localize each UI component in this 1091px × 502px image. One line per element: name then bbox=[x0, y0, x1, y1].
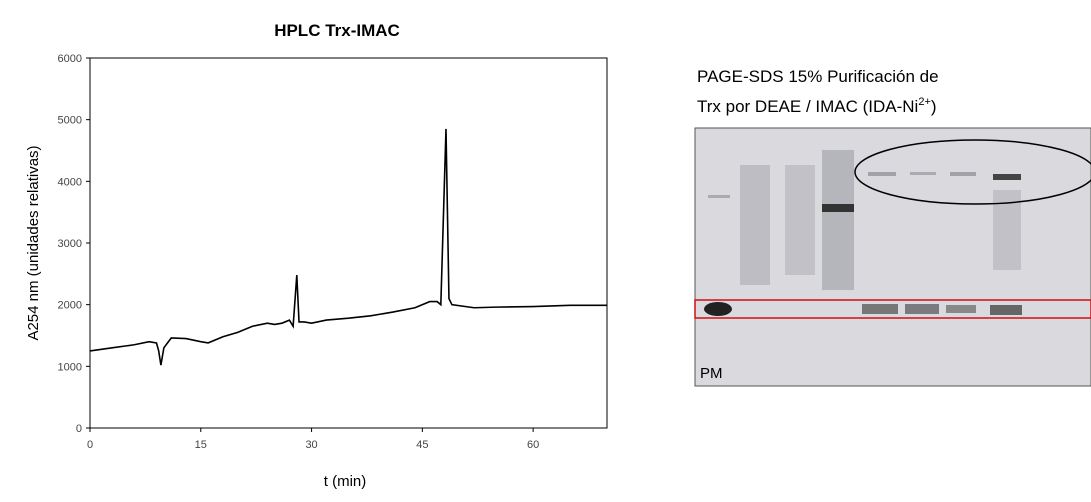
lane bbox=[740, 165, 770, 285]
x-tick-label: 45 bbox=[416, 439, 428, 451]
band bbox=[910, 172, 936, 175]
y-tick-label: 1000 bbox=[58, 361, 82, 373]
gel-superscript: 2+ bbox=[918, 96, 931, 108]
gel-lane-label: PM bbox=[700, 365, 723, 382]
band bbox=[946, 305, 976, 313]
highlight-ellipse bbox=[854, 139, 1091, 205]
band bbox=[822, 204, 854, 212]
lane bbox=[822, 150, 854, 290]
band bbox=[950, 172, 976, 176]
gel-title: Trx por DEAE / IMAC (IDA-Ni2+) bbox=[697, 96, 937, 116]
gel-title-part: ) bbox=[931, 97, 937, 116]
band bbox=[905, 304, 939, 314]
lane bbox=[785, 165, 815, 275]
band bbox=[704, 302, 732, 316]
gel-image bbox=[694, 127, 1091, 387]
gel-title-part: Trx por DEAE / IMAC (IDA-Ni bbox=[697, 97, 918, 116]
band bbox=[868, 172, 896, 176]
x-tick-label: 15 bbox=[195, 439, 207, 451]
chart-title: HPLC Trx-IMAC bbox=[274, 21, 400, 40]
gel: PAGE-SDS 15% Purificación de Trx por DEA… bbox=[694, 67, 1091, 387]
data-line bbox=[89, 128, 607, 366]
x-tick-label: 30 bbox=[305, 439, 317, 451]
gel-bands bbox=[704, 150, 1022, 316]
y-axis-label: A254 nm (unidades relativas) bbox=[25, 145, 42, 340]
x-axis-label: t (min) bbox=[324, 473, 367, 490]
x-tick-label: 60 bbox=[527, 439, 539, 451]
band bbox=[993, 174, 1021, 180]
y-tick-label: 3000 bbox=[58, 238, 82, 250]
highlight-box bbox=[694, 299, 1091, 319]
y-tick-label: 6000 bbox=[58, 53, 82, 65]
band bbox=[990, 305, 1022, 315]
y-tick-label: 4000 bbox=[58, 176, 82, 188]
y-tick-label: 0 bbox=[76, 423, 82, 435]
plot-frame bbox=[89, 57, 608, 429]
y-tick-label: 2000 bbox=[58, 300, 82, 312]
band bbox=[862, 304, 898, 314]
band bbox=[708, 195, 730, 198]
gel-title: PAGE-SDS 15% Purificación de bbox=[697, 67, 939, 86]
y-tick-label: 5000 bbox=[58, 115, 82, 127]
x-tick-label: 0 bbox=[87, 439, 93, 451]
